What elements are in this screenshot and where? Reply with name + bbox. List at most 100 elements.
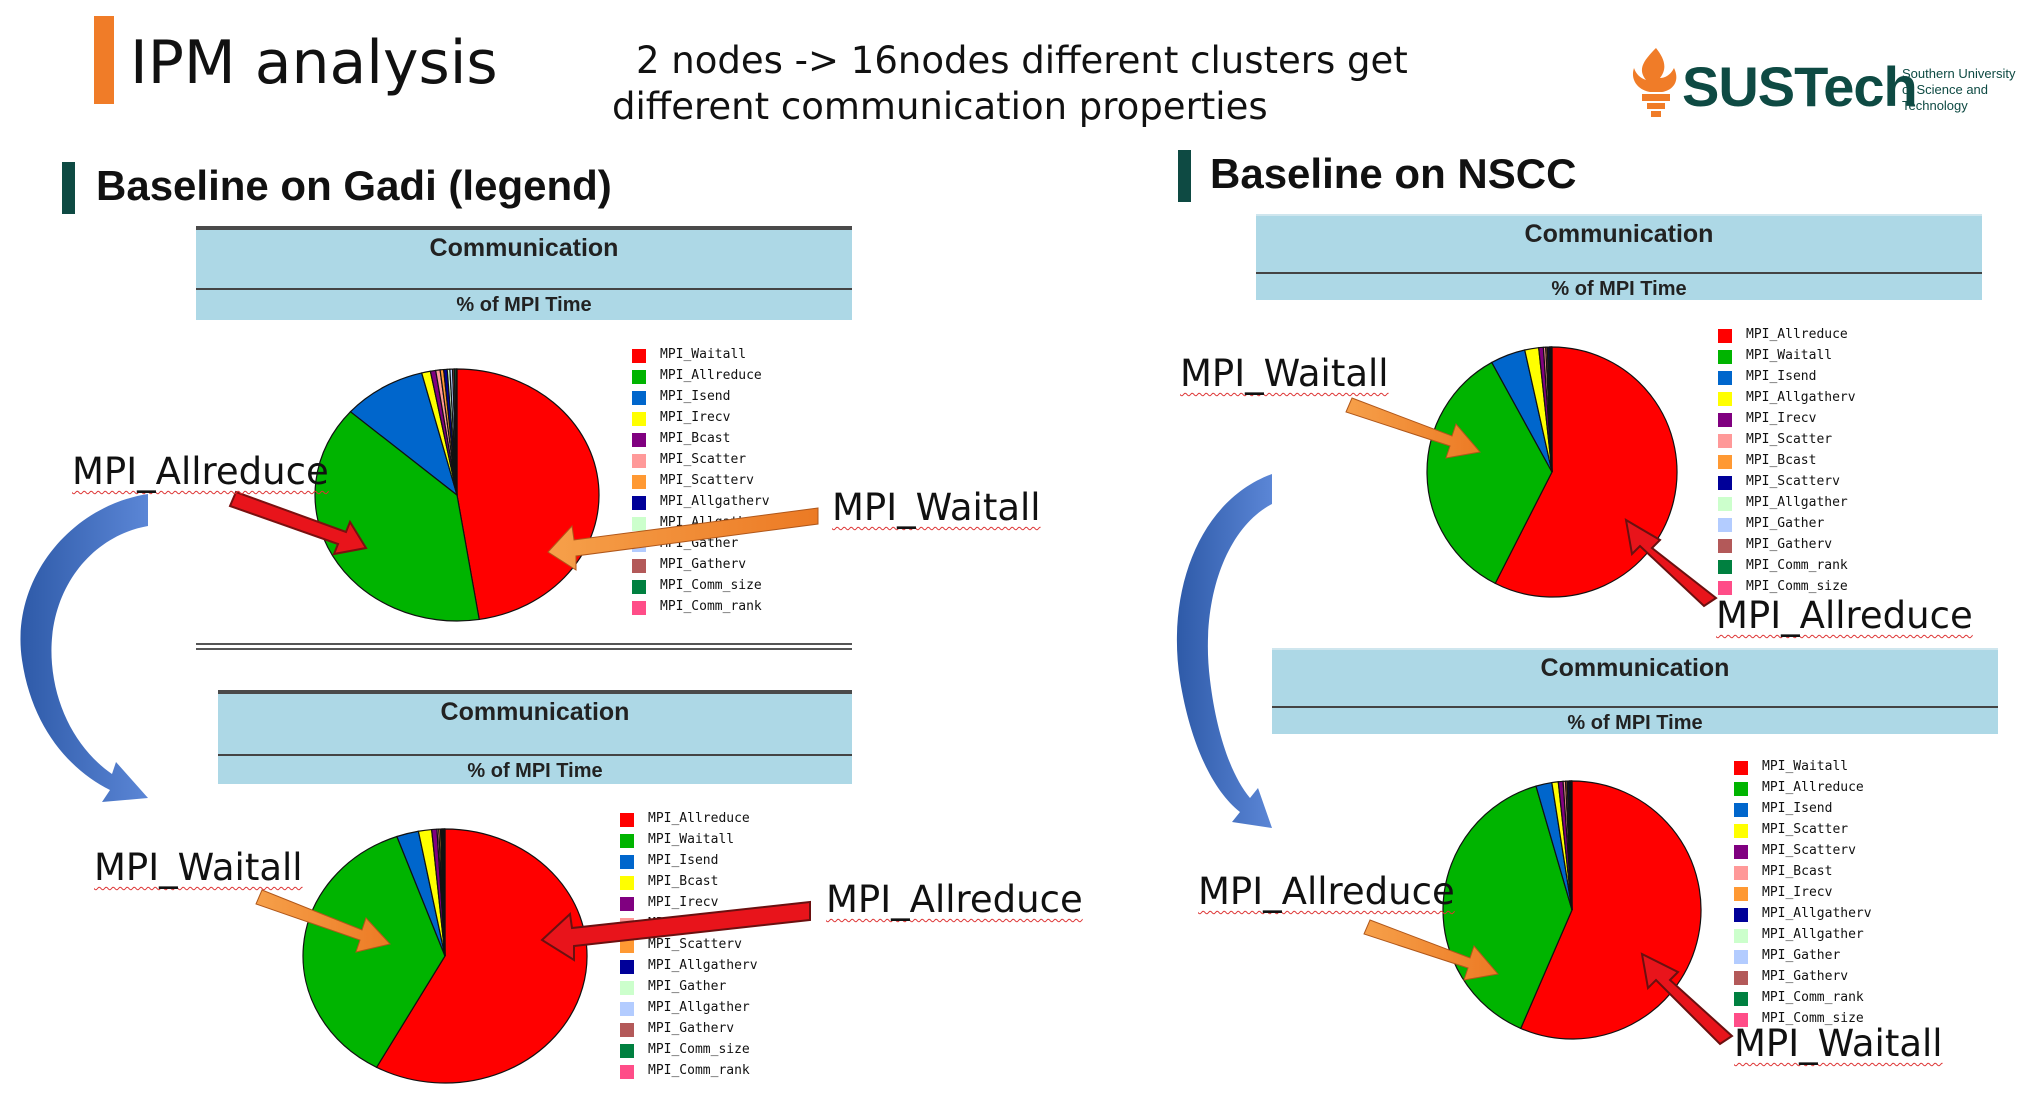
legend-gadi-bottom: MPI_Allreduce MPI_Waitall MPI_Isend MPI_Bca… [620,810,800,1090]
legend-swatch [620,813,634,827]
panel-subtitle: % of MPI Time [467,760,603,782]
callout-gadi-bottom-waitall: MPI_Waitall [94,846,303,889]
legend-swatch [632,580,646,594]
legend-label: MPI_Allgatherv [660,494,770,509]
legend-swatch [632,475,646,489]
orange-arrow-gadi-bottom [255,889,391,953]
legend-label: MPI_Gatherv [1762,969,1849,984]
legend-swatch [1718,539,1732,553]
legend-swatch [1718,392,1732,406]
legend-swatch [1718,476,1732,490]
legend-label: MPI_Irecv [660,410,731,425]
legend-label: MPI_Irecv [1762,885,1833,900]
legend-swatch [1718,497,1732,511]
legend-swatch [1734,824,1748,838]
legend-label: MPI_Allreduce [648,811,750,826]
legend-label: MPI_Irecv [648,895,719,910]
legend-swatch [1734,803,1748,817]
legend-label: MPI_Isend [1746,369,1817,384]
section-title-gadi: Baseline on Gadi (legend) [96,162,612,209]
panel-separator [1256,272,1982,274]
orange-arrow-nscc-top [1345,397,1481,459]
title-accent-bar [94,16,114,104]
legend-swatch [1734,950,1748,964]
callout-nscc-top-allreduce: MPI_Allreduce [1716,594,1973,637]
legend-label: MPI_Comm_rank [1762,990,1864,1005]
pie-slice-mpi-allreduce [375,828,588,1084]
legend-label: MPI_Gather [1746,516,1825,531]
legend-label: MPI_Allgatherv [1762,906,1872,921]
red-arrow-gadi-bottom [540,900,811,962]
legend-swatch [1718,560,1732,574]
callout-gadi-bottom-allreduce: MPI_Allreduce [826,878,1083,921]
legend-nscc-bottom: MPI_Waitall MPI_Allreduce MPI_Isend MPI_Sca… [1734,758,1914,1038]
legend-label: MPI_Waitall [1762,759,1849,774]
legend-label: MPI_Gather [648,979,727,994]
legend-label: MPI_Comm_size [1746,579,1848,594]
legend-nscc-top: MPI_Allreduce MPI_Waitall MPI_Isend MPI_All… [1718,326,1898,606]
callout-nscc-top-waitall: MPI_Waitall [1180,352,1389,395]
legend-label: MPI_Scatterv [1762,843,1856,858]
orange-arrow-gadi-top [547,507,819,571]
legend-label: MPI_Scatterv [1746,474,1840,489]
legend-swatch [1734,992,1748,1006]
legend-swatch [1734,908,1748,922]
logo-wordmark: SUSTech [1682,55,1918,118]
legend-swatch [1718,329,1732,343]
legend-label: MPI_Waitall [648,832,735,847]
section-bar-nscc [1178,150,1191,202]
slide-subtitle: 2 nodes -> 16nodes different clusters ge… [612,38,1408,130]
section-title-nscc: Baseline on NSCC [1210,150,1577,197]
legend-label: MPI_Isend [648,853,719,868]
pie-slice-mpi-comm-rank [455,368,458,496]
legend-label: MPI_Gatherv [660,557,747,572]
legend-label: MPI_Bcast [1746,453,1817,468]
legend-label: MPI_Comm_size [1762,1011,1864,1026]
legend-label: MPI_Gather [1762,948,1841,963]
panel-header-gadi-top: Communication % of MPI Time [196,226,852,320]
legend-swatch [620,960,634,974]
legend-swatch [1718,434,1732,448]
legend-label: MPI_Scatterv [660,473,754,488]
blue-curved-arrow-nscc [1176,474,1272,828]
legend-label: MPI_Comm_rank [648,1063,750,1078]
legend-swatch [620,897,634,911]
legend-swatch [1718,455,1732,469]
legend-label: MPI_Comm_size [660,578,762,593]
callout-nscc-bottom-allreduce: MPI_Allreduce [1198,870,1455,913]
legend-swatch [620,1002,634,1016]
pie-slice-mpi-allreduce [314,410,480,622]
legend-swatch [632,496,646,510]
legend-swatch [1718,350,1732,364]
legend-swatch [632,601,646,615]
panel-separator [218,754,852,756]
torch-logo-icon [1632,48,1677,117]
panel-title: Communication [1540,654,1730,682]
legend-label: MPI_Scatter [660,452,747,467]
legend-label: MPI_Allreduce [1762,780,1864,795]
legend-label: MPI_Allgather [1762,927,1864,942]
legend-swatch [620,939,634,953]
legend-swatch [632,412,646,426]
legend-label: MPI_Comm_size [648,1042,750,1057]
legend-swatch [632,370,646,384]
legend-swatch [620,1044,634,1058]
legend-swatch [1718,371,1732,385]
legend-swatch [620,1065,634,1079]
legend-label: MPI_Scatter [1746,432,1833,447]
legend-swatch [1734,782,1748,796]
section-bar-gadi [62,162,75,214]
legend-swatch [1734,761,1748,775]
legend-swatch [620,876,634,890]
legend-swatch [1718,518,1732,532]
panel-separator [1272,706,1998,708]
legend-label: MPI_Bcast [648,874,719,889]
legend-swatch [1734,971,1748,985]
legend-label: MPI_Allgather [648,1000,750,1015]
panel-subtitle: % of MPI Time [1551,278,1687,300]
legend-label: MPI_Comm_rank [1746,558,1848,573]
legend-label: MPI_Gatherv [1746,537,1833,552]
legend-label: MPI_Isend [1762,801,1833,816]
legend-label: MPI_Waitall [660,347,747,362]
legend-label: MPI_Scatterv [648,937,742,952]
